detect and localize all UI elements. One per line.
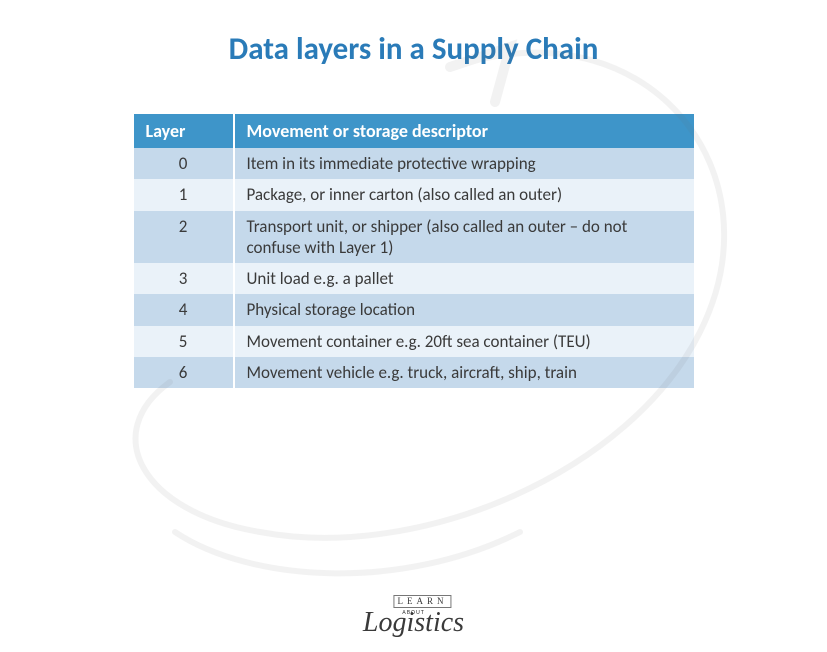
page-title: Data layers in a Supply Chain xyxy=(0,32,827,66)
cell-layer: 3 xyxy=(134,263,234,294)
cell-layer: 0 xyxy=(134,148,234,179)
layers-table-wrap: Layer Movement or storage descriptor 0 I… xyxy=(134,114,694,388)
table-row: 2 Transport unit, or shipper (also calle… xyxy=(134,211,694,264)
cell-descriptor: Item in its immediate protective wrappin… xyxy=(234,148,694,179)
table-row: 0 Item in its immediate protective wrapp… xyxy=(134,148,694,179)
cell-layer: 4 xyxy=(134,294,234,325)
cell-layer: 2 xyxy=(134,211,234,264)
cell-layer: 1 xyxy=(134,179,234,210)
table-row: 1 Package, or inner carton (also called … xyxy=(134,179,694,210)
cell-descriptor: Movement vehicle e.g. truck, aircraft, s… xyxy=(234,357,694,388)
header-layer: Layer xyxy=(134,114,234,148)
cell-descriptor: Movement container e.g. 20ft sea contain… xyxy=(234,326,694,357)
header-descriptor: Movement or storage descriptor xyxy=(234,114,694,148)
footer-logo: LEARN ABOUT Logistics xyxy=(363,590,464,634)
cell-descriptor: Package, or inner carton (also called an… xyxy=(234,179,694,210)
cell-descriptor: Physical storage location xyxy=(234,294,694,325)
table-row: 5 Movement container e.g. 20ft sea conta… xyxy=(134,326,694,357)
cell-descriptor: Transport unit, or shipper (also called … xyxy=(234,211,694,264)
table-row: 3 Unit load e.g. a pallet xyxy=(134,263,694,294)
table-header-row: Layer Movement or storage descriptor xyxy=(134,114,694,148)
cell-layer: 6 xyxy=(134,357,234,388)
cell-descriptor: Unit load e.g. a pallet xyxy=(234,263,694,294)
table-row: 4 Physical storage location xyxy=(134,294,694,325)
table-row: 6 Movement vehicle e.g. truck, aircraft,… xyxy=(134,357,694,388)
layers-table: Layer Movement or storage descriptor 0 I… xyxy=(134,114,694,388)
logo-logistics: Logistics xyxy=(363,612,464,634)
cell-layer: 5 xyxy=(134,326,234,357)
table-body: 0 Item in its immediate protective wrapp… xyxy=(134,148,694,388)
